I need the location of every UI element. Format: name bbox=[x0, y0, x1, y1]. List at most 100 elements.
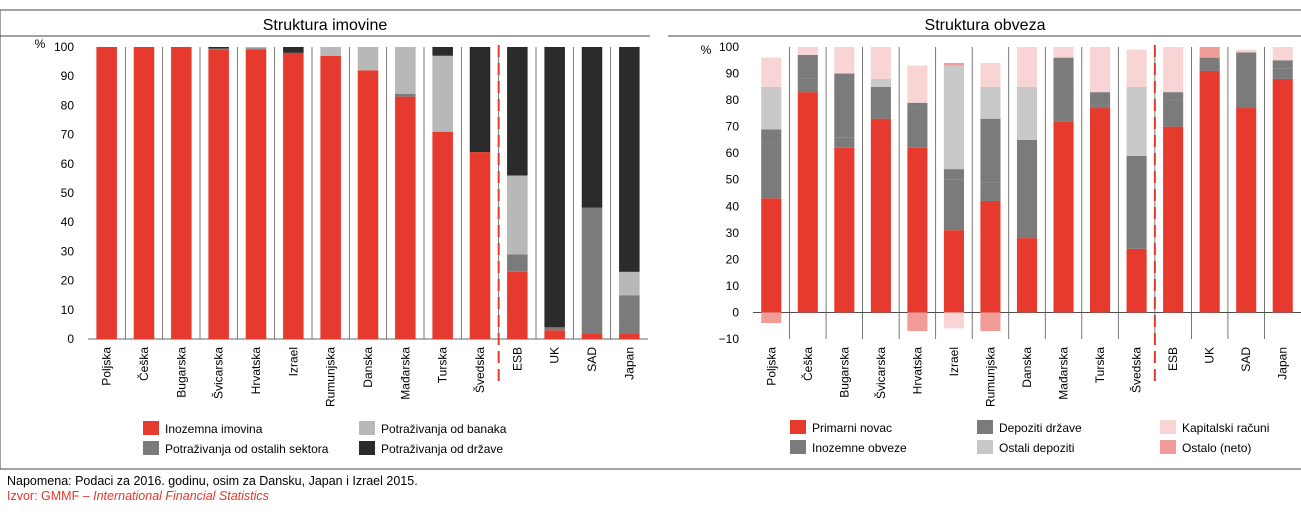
bar-segment-kapitalski-racuni bbox=[1090, 47, 1111, 93]
bar-segment-ostali-depoziti bbox=[1016, 86, 1038, 140]
bar-segment-kapitalski-racuni bbox=[907, 65, 928, 103]
source-line: Izvor: GMMF – International Financial St… bbox=[7, 489, 269, 503]
bar-segment-depoziti-drzave bbox=[1016, 139, 1038, 228]
x-tick-label: Hrvatska bbox=[910, 347, 924, 395]
bar-segment-primarni-novac bbox=[834, 147, 855, 313]
legend-label: Potraživanja od banaka bbox=[381, 422, 507, 436]
bar-segment-depoziti-drzave bbox=[797, 54, 818, 79]
bar-segment-potrazivanja-od-ostalih-sektora bbox=[395, 93, 416, 97]
chart-title-liabilities: Struktura obveza bbox=[925, 17, 1046, 34]
y-tick-label: 80 bbox=[61, 98, 75, 112]
bar-segment-inozemne-obveze bbox=[1016, 227, 1038, 239]
legend-label: Ostalo (neto) bbox=[1182, 441, 1251, 455]
bar-segment-primarni-novac bbox=[1016, 238, 1038, 313]
source-prefix: Izvor: GMMF – bbox=[7, 489, 94, 503]
bar-segment-potrazivanja-od-drzave bbox=[581, 47, 603, 208]
bar-segment-inozemne-obveze bbox=[1163, 100, 1184, 127]
x-tick-label: Danska bbox=[361, 347, 375, 388]
legend-swatch bbox=[359, 421, 375, 435]
bar-segment-inozemna-imovina bbox=[581, 333, 603, 339]
bar-segment-inozemne-obveze bbox=[1053, 89, 1074, 122]
y-tick-label: 50 bbox=[726, 173, 740, 187]
bar-segment-depoziti-drzave bbox=[834, 73, 855, 138]
bar-segment-kapitalski-racuni bbox=[870, 47, 891, 79]
bar-segment-depoziti-drzave bbox=[980, 118, 1001, 183]
bar-segment-inozemna-imovina bbox=[395, 96, 416, 339]
bar-segment-ostalo-neto bbox=[943, 62, 964, 66]
bar-segment-inozemna-imovina bbox=[432, 131, 453, 339]
bar-segment-potrazivanja-od-ostalih-sektora bbox=[245, 48, 267, 50]
legend-swatch bbox=[977, 440, 993, 454]
y-tick-label: 70 bbox=[726, 120, 740, 134]
bar-segment-inozemne-obveze bbox=[1126, 235, 1147, 249]
bar-segment-neg bbox=[943, 312, 964, 329]
bar-segment-inozemna-imovina bbox=[245, 49, 267, 340]
bar-segment-primarni-novac bbox=[1199, 70, 1220, 313]
bar-segment-inozemna-imovina bbox=[544, 330, 565, 339]
y-tick-label: 0 bbox=[67, 332, 74, 346]
x-tick-label: Češka bbox=[800, 347, 815, 381]
bar-segment-ostalo-neto bbox=[1199, 47, 1220, 58]
y-tick-label: 100 bbox=[719, 40, 739, 54]
bar-segment-primarni-novac bbox=[943, 230, 964, 313]
y-tick-label: −10 bbox=[719, 332, 740, 346]
bar-segment-potrazivanja-od-ostalih-sektora bbox=[544, 327, 565, 331]
bar-segment-depoziti-drzave bbox=[943, 169, 964, 180]
x-tick-label: Švicarska bbox=[873, 347, 888, 399]
bar-segment-ostalo-neto bbox=[907, 312, 928, 332]
bar-segment-potrazivanja-od-banaka bbox=[619, 271, 640, 296]
chart-assets: 0 10 20 30 40 50 60 70 80 90 100% Poljska Češka Bugar… bbox=[35, 37, 648, 456]
legend-label: Ostali depoziti bbox=[999, 441, 1074, 455]
bar-segment-potrazivanja-od-drzave bbox=[469, 47, 491, 153]
bar-segment-kapitalski-racuni bbox=[1272, 47, 1293, 61]
bar-segment-kapitalski-racuni bbox=[1236, 49, 1257, 53]
bar-segment-inozemne-obveze bbox=[1090, 105, 1111, 109]
legend-swatch bbox=[1160, 440, 1176, 454]
x-tick-label: Japan bbox=[622, 347, 636, 380]
x-tick-label: Japan bbox=[1276, 347, 1290, 380]
bar-segment-inozemna-imovina bbox=[96, 47, 117, 339]
x-tick-label: Izrael bbox=[947, 347, 961, 376]
bar-segment-inozemne-obveze bbox=[1199, 57, 1220, 71]
y-tick-label: 90 bbox=[61, 69, 75, 83]
bar-segment-kapitalski-racuni bbox=[1163, 47, 1184, 93]
bar-segment-potrazivanja-od-drzave bbox=[432, 47, 453, 56]
x-tick-label: Hrvatska bbox=[249, 347, 263, 395]
bar-segment-potrazivanja-od-banaka bbox=[357, 47, 379, 71]
bar-segment-inozemne-obveze bbox=[943, 179, 964, 231]
bar-segment-inozemna-imovina bbox=[283, 52, 304, 340]
bar-segment-inozemna-imovina bbox=[619, 333, 640, 339]
legend-label: Potraživanja od države bbox=[381, 442, 503, 456]
legend-swatch bbox=[790, 420, 806, 434]
bar-segment-potrazivanja-od-ostalih-sektora bbox=[581, 207, 603, 334]
legend-swatch bbox=[143, 441, 159, 455]
bar-segment-depoziti-drzave bbox=[907, 102, 928, 109]
bar-segment-inozemna-imovina bbox=[469, 152, 491, 339]
bar-segment-potrazivanja-od-drzave bbox=[208, 47, 229, 49]
legend: Inozemna imovina Potraživanja od banaka Po… bbox=[143, 421, 507, 456]
chart-liabilities: −10 0 10 20 30 40 50 60 70 80 90 100% Poljska Češka Bu… bbox=[701, 40, 1301, 455]
bar-segment-potrazivanja-od-drzave bbox=[544, 47, 565, 328]
legend-swatch bbox=[359, 441, 375, 455]
bar-segment-inozemna-imovina bbox=[208, 49, 229, 340]
x-tick-label: Turska bbox=[436, 347, 450, 384]
legend-label: Kapitalski računi bbox=[1182, 421, 1269, 435]
bar-segment-primarni-novac bbox=[907, 147, 928, 313]
x-tick-label: ESB bbox=[1166, 347, 1180, 371]
y-tick-label: 30 bbox=[61, 244, 75, 258]
bar-segment-inozemna-imovina bbox=[320, 55, 341, 339]
bar-segment-ostali-depoziti bbox=[943, 65, 964, 170]
legend-swatch bbox=[1160, 420, 1176, 434]
bar-segment-kapitalski-racuni bbox=[761, 57, 782, 87]
bar-segment-ostali-depoziti bbox=[1126, 86, 1147, 156]
bar-segment-potrazivanja-od-banaka bbox=[320, 47, 341, 56]
bar-segment-depoziti-drzave bbox=[1236, 52, 1257, 74]
bar-segment-primarni-novac bbox=[1053, 121, 1074, 313]
bar-segment-potrazivanja-od-banaka bbox=[507, 175, 528, 255]
y-tick-label: 80 bbox=[726, 93, 740, 107]
bar-segment-inozemne-obveze bbox=[870, 86, 891, 119]
bar-segment-depoziti-drzave bbox=[1163, 92, 1184, 101]
bar-segment-primarni-novac bbox=[870, 118, 891, 313]
bar-segment-potrazivanja-od-drzave bbox=[507, 47, 528, 176]
